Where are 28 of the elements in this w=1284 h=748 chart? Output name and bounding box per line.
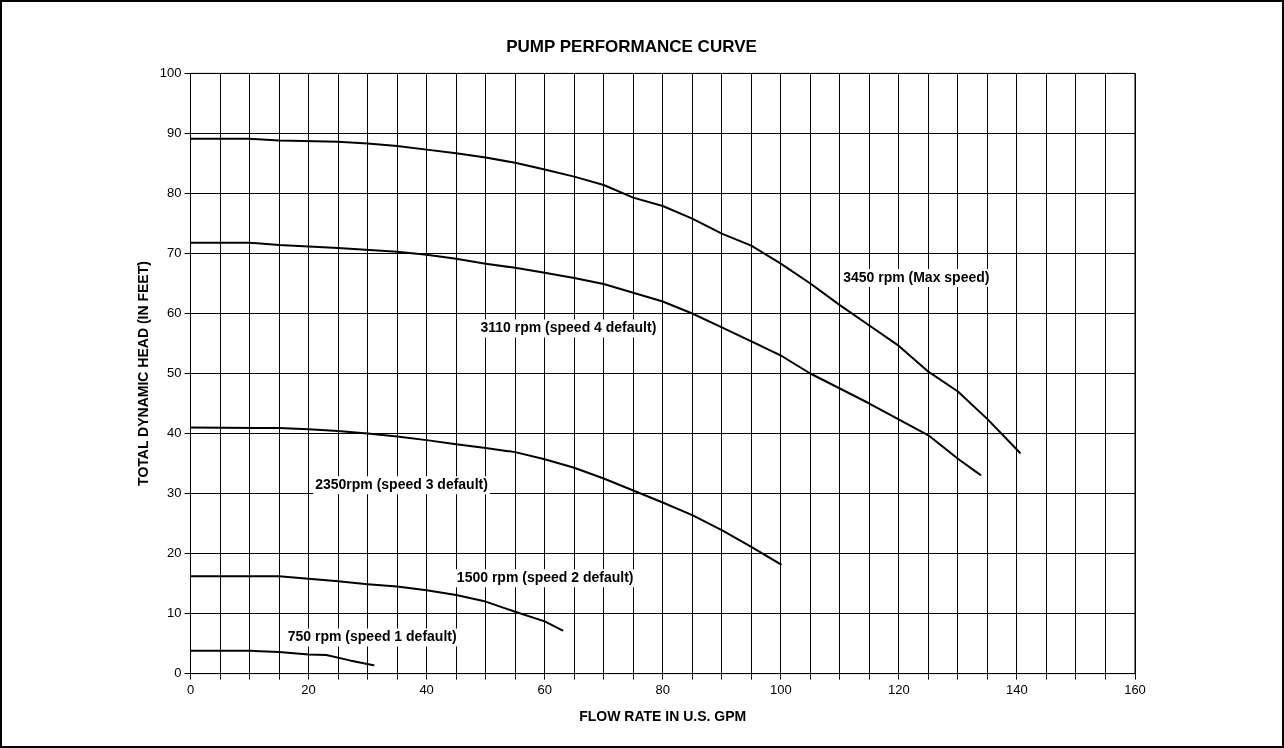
x-tick-label: 160 [1124,681,1146,697]
x-tick-label: 60 [537,681,552,697]
x-tick-label: 0 [186,681,195,697]
x-tick-label: 20 [301,681,316,697]
y-tick-label: 100 [159,64,182,80]
y-tick-label: 90 [167,125,182,140]
x-axis-title: FLOW RATE IN U.S. GPM [579,708,747,725]
y-tick-label: 80 [167,185,182,201]
series-label: 750 rpm (speed 1 default) [287,628,457,645]
x-tick-label: 140 [1006,681,1028,697]
y-tick-label: 50 [167,365,182,381]
x-tick-label: 40 [419,681,434,697]
y-tick-label: 20 [167,545,182,561]
chart-title: PUMP PERFORMANCE CURVE [506,36,757,56]
y-tick-label: 60 [167,305,182,321]
y-tick-label: 30 [167,485,182,501]
x-tick-label: 80 [655,681,670,697]
y-tick-label: 40 [167,425,182,441]
y-tick-label: 10 [167,605,182,621]
series-label: 1500 rpm (speed 2 default) [456,569,634,586]
x-tick-label: 120 [888,681,910,697]
series-label: 3110 rpm (speed 4 default) [480,319,657,336]
y-axis-title: TOTAL DYNAMIC HEAD (IN FEET) [135,261,152,486]
series-label: 3450 rpm (Max speed) [843,268,990,285]
x-tick-label: 100 [769,681,792,697]
series-label: 2350rpm (speed 3 default) [315,476,488,492]
y-tick-label: 0 [174,665,182,681]
y-tick-label: 70 [167,245,182,261]
